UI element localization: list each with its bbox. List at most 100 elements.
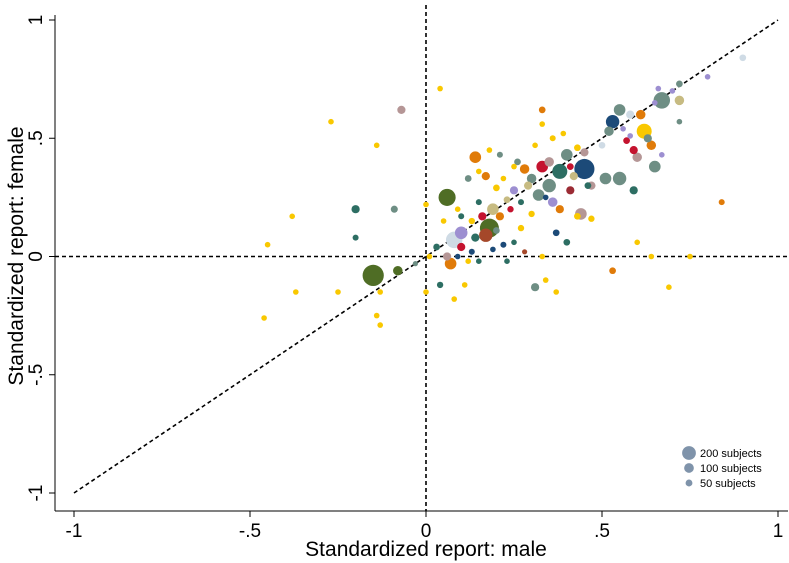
data-point xyxy=(539,253,546,260)
data-point xyxy=(609,267,616,275)
data-point xyxy=(500,241,507,248)
data-point xyxy=(397,105,406,115)
data-point xyxy=(436,281,444,289)
data-point xyxy=(574,158,595,180)
data-point xyxy=(598,141,606,149)
data-point xyxy=(653,92,671,109)
y-axis-title: Standardized report: female xyxy=(5,126,28,385)
data-point xyxy=(623,137,630,144)
data-point xyxy=(478,212,487,221)
data-point xyxy=(584,182,592,189)
data-point xyxy=(503,196,511,204)
data-point xyxy=(457,242,466,252)
data-point xyxy=(523,181,533,190)
data-point xyxy=(511,163,517,170)
data-point xyxy=(739,54,747,62)
data-point xyxy=(373,142,380,149)
data-point xyxy=(704,73,711,80)
data-point xyxy=(437,85,443,92)
data-point xyxy=(629,186,638,195)
data-point xyxy=(666,284,672,291)
data-point xyxy=(532,142,538,149)
data-point xyxy=(648,160,661,173)
data-point xyxy=(464,175,472,182)
data-point xyxy=(362,264,384,287)
data-point xyxy=(669,88,676,94)
y-tick-label: 1 xyxy=(26,15,47,26)
data-point xyxy=(475,168,482,175)
data-point xyxy=(526,173,537,184)
data-point xyxy=(613,104,626,116)
data-point xyxy=(566,163,574,170)
data-point xyxy=(530,283,540,292)
data-point xyxy=(574,144,581,152)
data-point xyxy=(442,252,452,261)
data-point xyxy=(479,228,493,242)
data-point xyxy=(718,199,725,206)
data-point xyxy=(461,282,468,288)
y-tick-label: -1 xyxy=(26,485,47,502)
data-point xyxy=(643,134,652,143)
data-point xyxy=(560,130,567,137)
legend-marker xyxy=(682,446,696,460)
x-tick-label: -.5 xyxy=(239,521,261,542)
data-point xyxy=(674,95,685,106)
data-point xyxy=(632,152,642,162)
data-point xyxy=(547,197,558,207)
data-point xyxy=(604,126,614,136)
data-point xyxy=(528,210,535,218)
data-point xyxy=(351,205,360,214)
data-point xyxy=(629,145,638,155)
data-point xyxy=(377,322,384,328)
x-tick-label: 1 xyxy=(773,521,784,542)
data-point xyxy=(580,148,589,157)
y-tick-label: .5 xyxy=(26,130,47,146)
data-point xyxy=(552,163,568,179)
data-point xyxy=(560,148,573,161)
data-point xyxy=(651,99,658,106)
data-point xyxy=(496,151,503,158)
data-point xyxy=(261,315,267,321)
data-point xyxy=(538,106,546,114)
data-point xyxy=(646,140,657,151)
data-point xyxy=(451,296,458,302)
data-point xyxy=(475,199,482,206)
data-point xyxy=(634,239,641,246)
data-point xyxy=(481,171,490,181)
data-point xyxy=(440,218,447,224)
legend: 200 subjects 100 subjects 50 subjects xyxy=(682,446,762,490)
data-point xyxy=(574,212,581,220)
data-point xyxy=(264,241,271,248)
data-point xyxy=(532,189,545,201)
data-point xyxy=(518,199,524,206)
data-point xyxy=(292,289,299,295)
x-axis-title: Standardized report: male xyxy=(305,538,547,561)
data-point xyxy=(328,118,334,125)
data-point xyxy=(469,151,482,164)
data-point xyxy=(509,186,519,195)
data-point xyxy=(522,249,528,255)
data-point xyxy=(393,265,403,276)
data-point xyxy=(438,188,456,206)
data-point xyxy=(390,205,398,213)
data-point xyxy=(605,114,620,129)
data-point xyxy=(289,213,296,220)
data-point xyxy=(454,206,461,213)
axes: -1 -.5 0 .5 1 -1 -.5 0 .5 1 xyxy=(26,15,788,542)
data-point xyxy=(539,121,546,127)
data-point xyxy=(352,234,359,241)
data-point xyxy=(426,253,433,260)
data-point xyxy=(458,213,465,220)
data-point xyxy=(563,238,571,246)
data-point xyxy=(433,243,440,251)
y-tick-label: 0 xyxy=(26,251,47,262)
data-point xyxy=(648,253,655,260)
data-point xyxy=(465,258,472,265)
data-point xyxy=(444,257,457,270)
x-tick-label: .5 xyxy=(594,521,610,542)
data-point xyxy=(487,203,499,216)
data-point xyxy=(542,194,549,201)
legend-label: 200 subjects xyxy=(700,448,762,460)
data-point xyxy=(454,253,461,260)
